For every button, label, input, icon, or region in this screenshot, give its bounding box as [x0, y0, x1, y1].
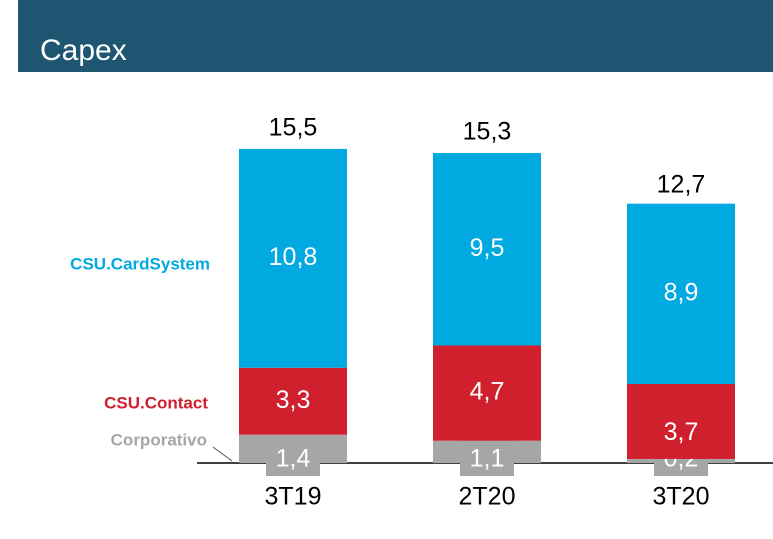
x-tick-label: 3T20: [653, 483, 710, 511]
value-label: 1,1: [470, 445, 505, 473]
total-label: 15,5: [269, 114, 318, 142]
legend-label: CSU.CardSystem: [70, 254, 210, 273]
bar-segment: [239, 148, 347, 368]
value-label: 3,3: [276, 386, 311, 414]
legend-label: Corporativo: [111, 430, 207, 449]
total-label: 15,3: [463, 118, 512, 146]
value-label: 9,5: [470, 234, 505, 262]
bar-segment: [433, 345, 541, 441]
leader-line: [212, 446, 233, 462]
label-box: [460, 440, 514, 476]
value-label: 1,4: [276, 445, 311, 473]
value-label: 3,7: [664, 418, 699, 446]
bar-segment: [627, 203, 735, 384]
bar-segment: [627, 383, 735, 459]
x-tick-label: 2T20: [459, 483, 516, 511]
x-tick-label: 3T19: [265, 483, 322, 511]
chart-title: Capex: [40, 34, 127, 67]
bar-segment: [239, 367, 347, 435]
bar-segment: [433, 153, 541, 346]
legend-label: CSU.Contact: [104, 393, 208, 412]
value-label: 4,7: [470, 378, 505, 406]
total-label: 12,7: [657, 170, 706, 198]
header-band: [18, 0, 773, 72]
value-label: 10,8: [269, 243, 318, 271]
label-box: [266, 440, 320, 476]
value-label: 8,9: [664, 278, 699, 306]
